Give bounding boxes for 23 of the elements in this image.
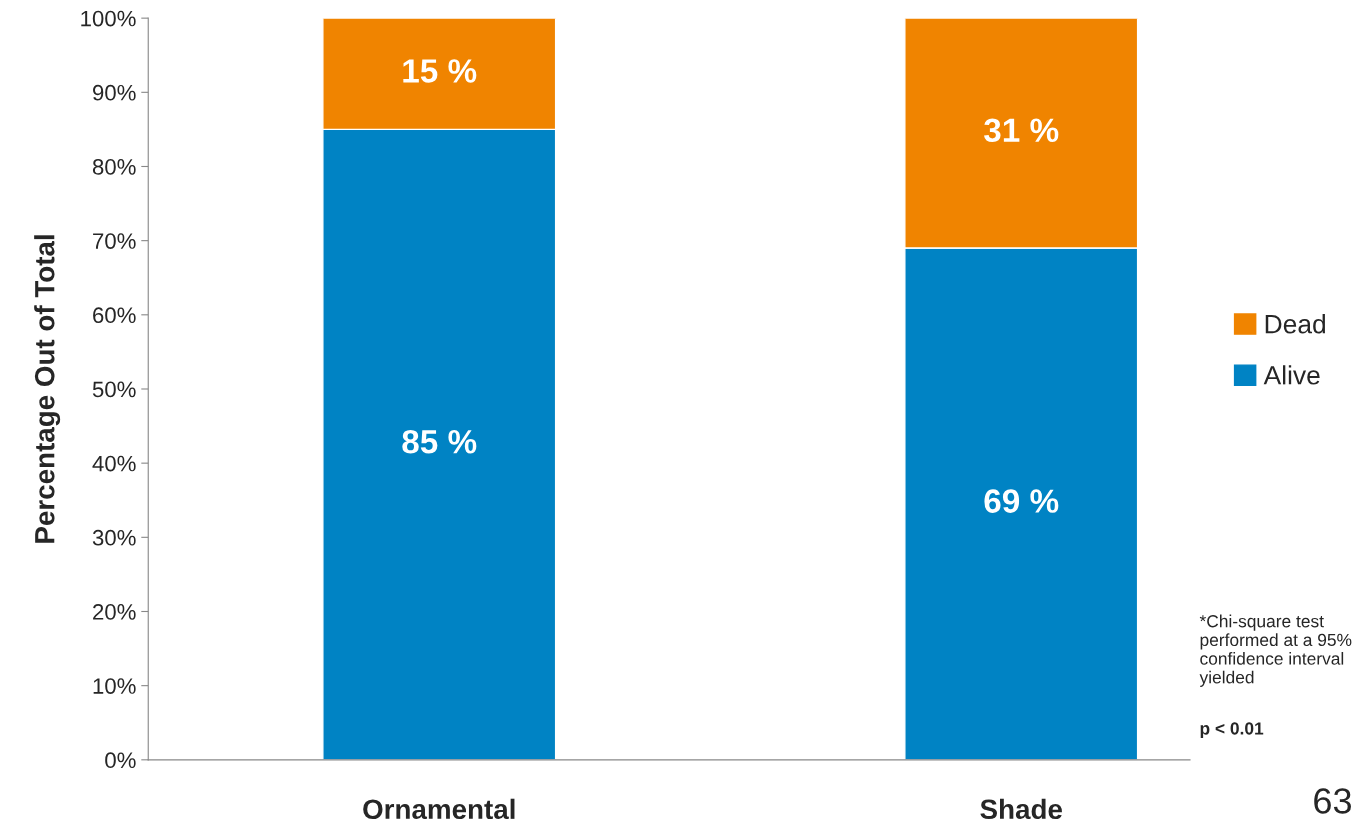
y-axis-title: Percentage Out of Total bbox=[34, 235, 61, 543]
y-tick-label: 40% bbox=[92, 455, 136, 472]
data-label: 85 % bbox=[402, 429, 477, 454]
text: *Chi-square test performed at a 95% confidence interval yielded bbox=[1199, 614, 1352, 687]
y-tick-label: 70% bbox=[93, 233, 136, 249]
legend-label: Alive bbox=[1263, 365, 1320, 385]
y-tick-label: 20% bbox=[93, 604, 136, 620]
legend-label: Dead bbox=[1265, 314, 1325, 334]
y-tick-label: 60% bbox=[93, 307, 136, 324]
data-label: 69 % bbox=[984, 489, 1059, 513]
text: 63 bbox=[1314, 788, 1351, 814]
x-tick-label: Ornamental bbox=[363, 798, 515, 820]
data-label: 31 % bbox=[984, 118, 1059, 143]
data-label: 15 % bbox=[403, 59, 477, 83]
y-tick-label: 30% bbox=[92, 529, 136, 546]
y-tick-label: 80% bbox=[92, 159, 136, 175]
x-tick-label: Shade bbox=[980, 798, 1062, 820]
y-tick-label: 90% bbox=[93, 84, 136, 101]
text: p < 0.01 bbox=[1200, 722, 1264, 739]
y-tick-label: 50% bbox=[92, 381, 136, 398]
y-tick-label: 100% bbox=[81, 10, 136, 27]
y-tick-label: 0% bbox=[105, 752, 136, 769]
y-tick-label: 10% bbox=[93, 678, 136, 694]
